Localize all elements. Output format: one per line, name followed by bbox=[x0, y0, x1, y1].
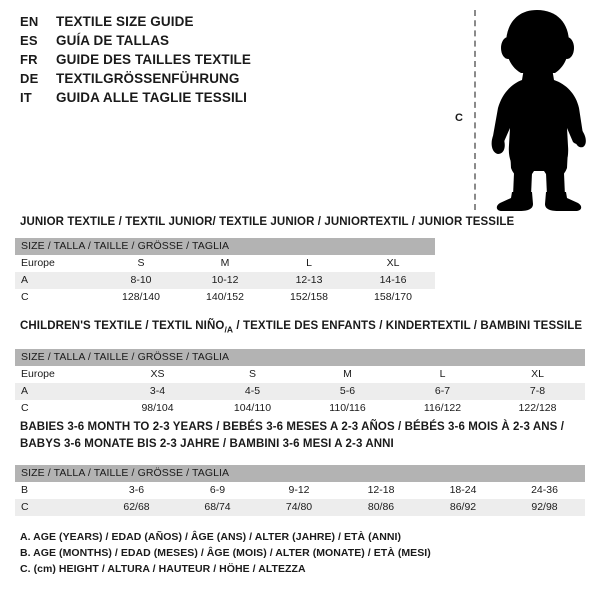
table-cell: 128/140 bbox=[99, 289, 183, 306]
children-row-label-europe: Europe bbox=[15, 366, 110, 383]
height-measure-label: C bbox=[455, 112, 463, 124]
language-row: IT GUIDA ALLE TAGLIE TESSILI bbox=[20, 90, 420, 109]
babies-row-label-c: C bbox=[15, 499, 96, 516]
junior-row-label-c: C bbox=[15, 289, 99, 306]
children-title-pre: CHILDREN'S TEXTILE / TEXTIL NIÑO bbox=[20, 320, 225, 332]
children-size-header-label: SIZE / TALLA / TAILLE / GRÖSSE / TAGLIA bbox=[15, 349, 586, 366]
table-row: B 3-6 6-9 9-12 12-18 18-24 24-36 bbox=[15, 482, 585, 499]
language-code-it: IT bbox=[20, 90, 32, 105]
table-row: C 98/104 104/110 110/116 116/122 122/128 bbox=[15, 400, 586, 417]
table-cell: XS bbox=[110, 366, 205, 383]
legend-note-b: B. AGE (MONTHS) / EDAD (MESES) / ÂGE (MO… bbox=[20, 547, 431, 559]
table-cell: M bbox=[183, 255, 267, 272]
table-cell: 86/92 bbox=[422, 499, 504, 516]
language-title-list: EN TEXTILE SIZE GUIDE ES GUÍA DE TALLAS … bbox=[20, 14, 420, 109]
table-cell: 4-5 bbox=[205, 383, 300, 400]
children-title-post: / TEXTILE DES ENFANTS / KINDERTEXTIL / B… bbox=[233, 320, 583, 332]
table-cell: 3-6 bbox=[96, 482, 177, 499]
table-cell: 12-18 bbox=[340, 482, 422, 499]
table-cell: S bbox=[99, 255, 183, 272]
babies-size-table: SIZE / TALLA / TAILLE / GRÖSSE / TAGLIA … bbox=[15, 465, 585, 516]
table-cell: XL bbox=[351, 255, 436, 272]
language-row: FR GUIDE DES TAILLES TEXTILE bbox=[20, 52, 420, 71]
language-row: ES GUÍA DE TALLAS bbox=[20, 33, 420, 52]
table-row: C 62/68 68/74 74/80 80/86 86/92 92/98 bbox=[15, 499, 585, 516]
children-table-size-header-row: SIZE / TALLA / TAILLE / GRÖSSE / TAGLIA bbox=[15, 349, 586, 366]
babies-size-header-label: SIZE / TALLA / TAILLE / GRÖSSE / TAGLIA bbox=[15, 465, 585, 482]
table-cell: XL bbox=[490, 366, 586, 383]
language-title-es: GUÍA DE TALLAS bbox=[56, 33, 170, 48]
children-row-label-a: A bbox=[15, 383, 110, 400]
babies-row-label-b: B bbox=[15, 482, 96, 499]
language-code-en: EN bbox=[20, 14, 39, 29]
language-row: DE TEXTILGRÖSSENFÜHRUNG bbox=[20, 71, 420, 90]
table-cell: 116/122 bbox=[395, 400, 490, 417]
legend-note-a: A. AGE (YEARS) / EDAD (AÑOS) / ÂGE (ANS)… bbox=[20, 531, 402, 543]
babies-table-size-header-row: SIZE / TALLA / TAILLE / GRÖSSE / TAGLIA bbox=[15, 465, 585, 482]
table-cell: 68/74 bbox=[177, 499, 258, 516]
table-cell: 18-24 bbox=[422, 482, 504, 499]
table-cell: 152/158 bbox=[267, 289, 351, 306]
table-cell: 5-6 bbox=[300, 383, 395, 400]
junior-size-table: SIZE / TALLA / TAILLE / GRÖSSE / TAGLIA … bbox=[15, 238, 436, 306]
table-cell: 80/86 bbox=[340, 499, 422, 516]
table-cell: 7-8 bbox=[490, 383, 586, 400]
language-title-it: GUIDA ALLE TAGLIE TESSILI bbox=[56, 90, 247, 105]
table-row: A 8-10 10-12 12-13 14-16 bbox=[15, 272, 436, 289]
junior-table-size-header-row: SIZE / TALLA / TAILLE / GRÖSSE / TAGLIA bbox=[15, 238, 436, 255]
table-row: Europe XS S M L XL bbox=[15, 366, 586, 383]
table-cell: 8-10 bbox=[99, 272, 183, 289]
children-section-title: CHILDREN'S TEXTILE / TEXTIL NIÑO/A / TEX… bbox=[20, 320, 582, 334]
table-cell: 24-36 bbox=[504, 482, 585, 499]
language-title-en: TEXTILE SIZE GUIDE bbox=[56, 14, 194, 29]
table-cell: 98/104 bbox=[110, 400, 205, 417]
table-cell: S bbox=[205, 366, 300, 383]
table-cell: 10-12 bbox=[183, 272, 267, 289]
babies-section-title-line1: BABIES 3-6 MONTH TO 2-3 YEARS / BEBÉS 3-… bbox=[20, 421, 564, 433]
children-size-table: SIZE / TALLA / TAILLE / GRÖSSE / TAGLIA … bbox=[15, 349, 586, 417]
table-cell: 6-7 bbox=[395, 383, 490, 400]
table-cell: 110/116 bbox=[300, 400, 395, 417]
table-cell: 122/128 bbox=[490, 400, 586, 417]
height-measure-dashed-line bbox=[474, 10, 476, 210]
measurement-figure: C bbox=[440, 8, 595, 213]
junior-size-header-label: SIZE / TALLA / TAILLE / GRÖSSE / TAGLIA bbox=[15, 238, 436, 255]
junior-row-label-a: A bbox=[15, 272, 99, 289]
legend-note-c: C. (cm) HEIGHT / ALTURA / HAUTEUR / HÖHE… bbox=[20, 563, 306, 575]
table-cell: 14-16 bbox=[351, 272, 436, 289]
language-code-de: DE bbox=[20, 71, 39, 86]
table-cell: 74/80 bbox=[258, 499, 340, 516]
children-row-label-c: C bbox=[15, 400, 110, 417]
babies-section-title-line2: BABYS 3-6 MONATE BIS 2-3 JAHRE / BAMBINI… bbox=[20, 438, 394, 450]
language-row: EN TEXTILE SIZE GUIDE bbox=[20, 14, 420, 33]
table-cell: 62/68 bbox=[96, 499, 177, 516]
table-cell: M bbox=[300, 366, 395, 383]
junior-section-title: JUNIOR TEXTILE / TEXTIL JUNIOR/ TEXTILE … bbox=[20, 216, 515, 228]
table-cell: 92/98 bbox=[504, 499, 585, 516]
table-row: A 3-4 4-5 5-6 6-7 7-8 bbox=[15, 383, 586, 400]
table-cell: 9-12 bbox=[258, 482, 340, 499]
language-title-de: TEXTILGRÖSSENFÜHRUNG bbox=[56, 71, 240, 86]
table-row: Europe S M L XL bbox=[15, 255, 436, 272]
table-cell: 3-4 bbox=[110, 383, 205, 400]
children-title-subscript: /A bbox=[224, 324, 234, 335]
table-cell: L bbox=[395, 366, 490, 383]
junior-row-label-europe: Europe bbox=[15, 255, 99, 272]
language-code-fr: FR bbox=[20, 52, 38, 67]
table-cell: 140/152 bbox=[183, 289, 267, 306]
language-code-es: ES bbox=[20, 33, 38, 48]
table-cell: 104/110 bbox=[205, 400, 300, 417]
table-cell: 6-9 bbox=[177, 482, 258, 499]
toddler-silhouette-icon bbox=[491, 10, 586, 211]
legend-notes: A. AGE (YEARS) / EDAD (AÑOS) / ÂGE (ANS)… bbox=[20, 529, 540, 577]
table-cell: 12-13 bbox=[267, 272, 351, 289]
table-row: C 128/140 140/152 152/158 158/170 bbox=[15, 289, 436, 306]
table-cell: 158/170 bbox=[351, 289, 436, 306]
table-cell: L bbox=[267, 255, 351, 272]
language-title-fr: GUIDE DES TAILLES TEXTILE bbox=[56, 52, 252, 67]
